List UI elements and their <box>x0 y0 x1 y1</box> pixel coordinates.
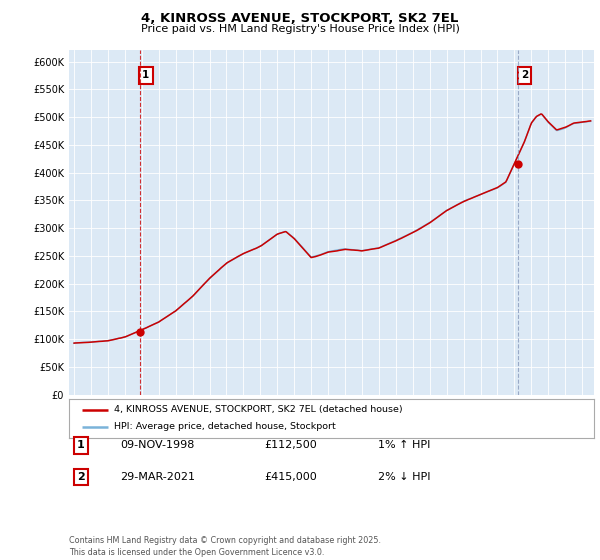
Text: 2% ↓ HPI: 2% ↓ HPI <box>378 472 431 482</box>
Text: 1: 1 <box>142 71 149 81</box>
Text: Price paid vs. HM Land Registry's House Price Index (HPI): Price paid vs. HM Land Registry's House … <box>140 24 460 34</box>
Text: 29-MAR-2021: 29-MAR-2021 <box>120 472 195 482</box>
Text: 4, KINROSS AVENUE, STOCKPORT, SK2 7EL: 4, KINROSS AVENUE, STOCKPORT, SK2 7EL <box>142 12 458 25</box>
Text: 2: 2 <box>521 71 528 81</box>
Text: HPI: Average price, detached house, Stockport: HPI: Average price, detached house, Stoc… <box>113 422 335 431</box>
Text: 1% ↑ HPI: 1% ↑ HPI <box>378 440 430 450</box>
Text: 2: 2 <box>77 472 85 482</box>
Text: 09-NOV-1998: 09-NOV-1998 <box>120 440 194 450</box>
Text: 4, KINROSS AVENUE, STOCKPORT, SK2 7EL (detached house): 4, KINROSS AVENUE, STOCKPORT, SK2 7EL (d… <box>113 405 402 414</box>
Text: Contains HM Land Registry data © Crown copyright and database right 2025.
This d: Contains HM Land Registry data © Crown c… <box>69 536 381 557</box>
Text: £415,000: £415,000 <box>264 472 317 482</box>
Text: £112,500: £112,500 <box>264 440 317 450</box>
Text: 1: 1 <box>77 440 85 450</box>
